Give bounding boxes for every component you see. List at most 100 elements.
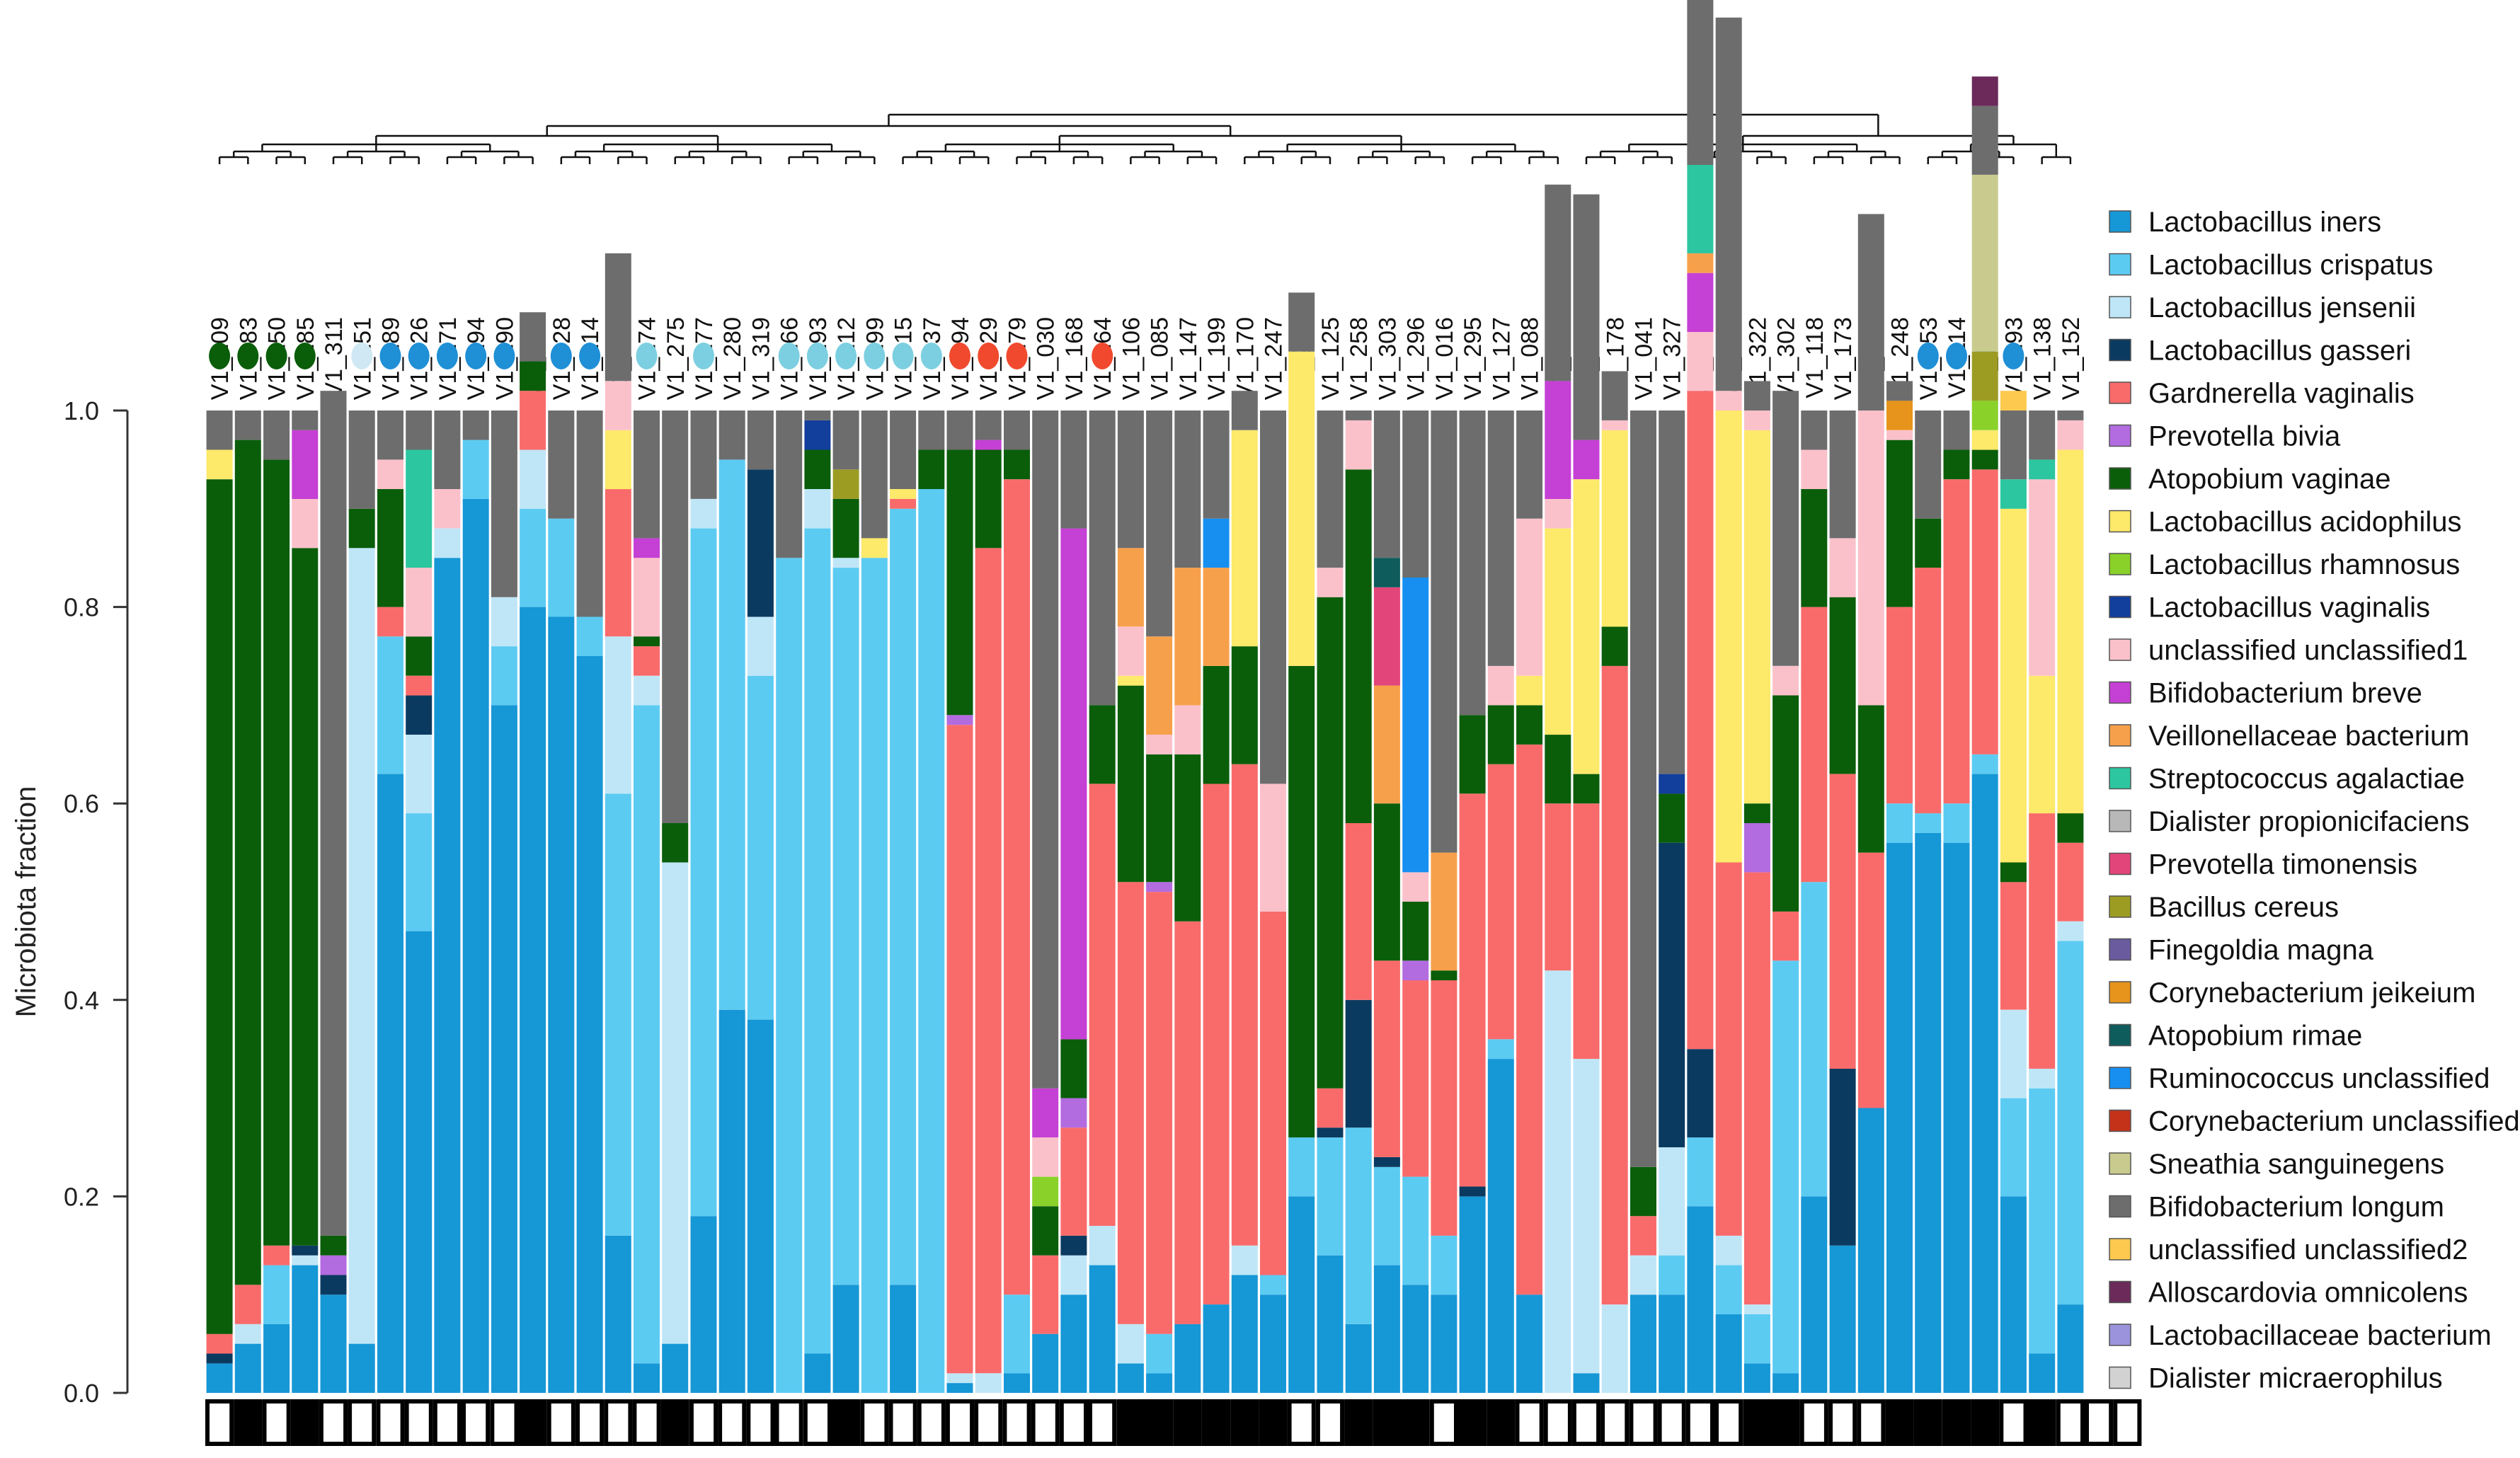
- bar-segment: [1971, 469, 1998, 754]
- legend-swatch: [2109, 767, 2131, 790]
- bar-segment: [1743, 430, 1770, 804]
- bar-segment: [292, 1245, 319, 1256]
- bar-segment: [1915, 832, 1942, 1393]
- bar-segment: [1146, 636, 1173, 735]
- bar-segment: [1971, 105, 1998, 175]
- bar-segment: [1545, 735, 1571, 804]
- bar-segment: [1772, 665, 1799, 696]
- bar-segment: [1288, 1196, 1315, 1393]
- bar-segment: [1146, 892, 1173, 1334]
- legend-swatch: [2109, 1067, 2131, 1089]
- bar-segment: [1516, 411, 1543, 519]
- bar-segment: [1601, 371, 1628, 420]
- bar-segment: [662, 1343, 689, 1393]
- bar-segment: [520, 391, 546, 450]
- sample-label: V1_258: [1346, 317, 1373, 400]
- bar-segment: [832, 498, 859, 558]
- bar-segment: [1487, 665, 1514, 706]
- bar-segment: [1630, 1216, 1656, 1256]
- bar-segment: [1117, 675, 1144, 686]
- bar-segment: [1743, 1314, 1770, 1364]
- bar-segment: [1772, 960, 1799, 1374]
- bar-segment: [1004, 449, 1030, 480]
- bar-segment: [1601, 430, 1628, 627]
- bar-segment: [1743, 823, 1770, 873]
- bar-segment: [520, 508, 546, 607]
- bar-segment: [377, 636, 403, 774]
- legend-swatch: [2109, 296, 2131, 318]
- bar-segment: [1857, 411, 1884, 706]
- status-box: [1515, 1399, 1544, 1446]
- bar-segment: [1687, 1206, 1714, 1393]
- bar-segment: [946, 1373, 973, 1384]
- bar-segment: [1772, 391, 1799, 666]
- bar-segment: [1089, 783, 1116, 1226]
- cluster-dot: [351, 343, 373, 369]
- bar-segment: [434, 528, 461, 558]
- bar-segment: [1317, 411, 1344, 568]
- status-box: [774, 1399, 803, 1446]
- bar-segment: [1971, 774, 1998, 1393]
- bar-segment: [1772, 911, 1799, 961]
- bar-segment: [1317, 568, 1344, 597]
- bar-segment: [1004, 1295, 1030, 1374]
- bar-segment: [1146, 735, 1173, 754]
- bar-segment: [975, 548, 1002, 1374]
- bar-segment: [662, 862, 689, 1344]
- bar-segment: [434, 411, 461, 489]
- bar-segment: [1317, 1088, 1344, 1128]
- bar-segment: [1032, 1206, 1059, 1256]
- sample-label: V1_295: [1460, 317, 1487, 400]
- status-box: [1287, 1399, 1316, 1446]
- sample-label: V1_170: [1232, 317, 1259, 400]
- bar-segment: [1886, 607, 1913, 804]
- bar-segment: [804, 420, 831, 450]
- bar-segment: [1402, 980, 1429, 1177]
- bar-segment: [1915, 568, 1942, 814]
- sample-label: V1_125: [1317, 317, 1344, 400]
- bar-segment: [1203, 783, 1230, 1304]
- bar-segment: [1373, 558, 1400, 587]
- bar-segment: [1117, 548, 1144, 627]
- bar-segment: [434, 558, 461, 1394]
- cluster-dot: [493, 343, 515, 369]
- bar-segment: [1317, 1255, 1344, 1393]
- legend-label: Lactobacillus jensenii: [2148, 292, 2416, 323]
- bar-segment: [1971, 76, 1998, 106]
- bar-segment: [1402, 1176, 1429, 1285]
- bar-segment: [2029, 459, 2056, 480]
- cluster-dot: [550, 343, 572, 369]
- bar-segment: [1174, 754, 1201, 922]
- bar-segment: [1203, 665, 1230, 784]
- legend-label: Bacillus cereus: [2148, 892, 2339, 923]
- sample-label: V1_296: [1403, 317, 1430, 400]
- bar-segment: [292, 411, 319, 430]
- bar-segment: [2000, 1098, 2027, 1197]
- bar-segment: [804, 528, 831, 1354]
- bar-segment: [1659, 1295, 1685, 1393]
- status-box: [433, 1399, 462, 1446]
- cluster-dot: [835, 343, 857, 369]
- bar-segment: [1516, 518, 1543, 676]
- status-box: [632, 1399, 661, 1446]
- status-box: [1543, 1399, 1572, 1446]
- status-box: [2085, 1399, 2114, 1446]
- bar-segment: [1174, 568, 1201, 706]
- bar-segment: [406, 735, 433, 813]
- bar-segment: [2057, 921, 2084, 941]
- legend-label: Prevotella bivia: [2148, 421, 2341, 452]
- bar-segment: [1203, 1304, 1230, 1393]
- status-box: [1373, 1399, 1402, 1446]
- bar-segment: [1345, 420, 1372, 470]
- bar-segment: [1032, 1333, 1059, 1393]
- bar-segment: [1203, 411, 1230, 519]
- bar-segment: [890, 508, 917, 1285]
- bar-segment: [1687, 1049, 1714, 1138]
- bar-segment: [2057, 842, 2084, 922]
- status-box: [1002, 1399, 1031, 1446]
- bar-segment: [1516, 1295, 1543, 1393]
- bar-segment: [747, 469, 774, 617]
- bar-segment: [1317, 1137, 1344, 1256]
- status-box: [660, 1399, 689, 1446]
- bar-segment: [1601, 665, 1628, 1305]
